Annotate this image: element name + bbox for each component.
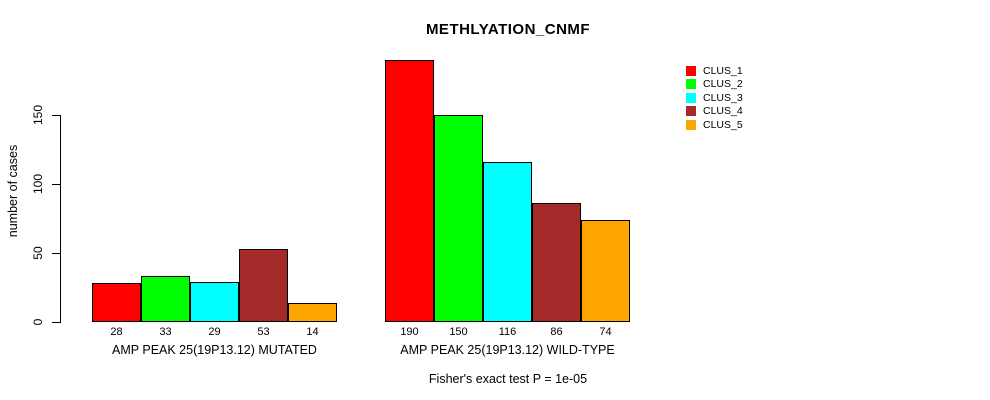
- y-axis-label: number of cases: [6, 144, 20, 238]
- y-tick-label: 100: [31, 173, 45, 195]
- y-tick-label: 0: [31, 318, 45, 326]
- bar-clus_1-group2: [385, 59, 434, 322]
- bar-value-label: 150: [449, 326, 468, 338]
- legend-label: CLUS_2: [703, 78, 743, 91]
- y-tick-mark: [52, 115, 61, 116]
- annotation-text: Fisher's exact test P = 1e-05: [428, 372, 588, 386]
- bar-clus_4-group1: [239, 248, 288, 322]
- legend-swatch-clus_4: [686, 106, 696, 117]
- legend-label: CLUS_5: [703, 118, 743, 131]
- legend: CLUS_1 CLUS_2 CLUS_3 CLUS_4 CLUS_5: [686, 64, 743, 132]
- group-label: AMP PEAK 25(19P13.12) MUTATED: [112, 343, 317, 357]
- y-tick-mark: [52, 253, 61, 254]
- bar-clus_3-group1: [190, 281, 239, 322]
- y-axis-line: [60, 115, 61, 323]
- bar-value-label: 86: [550, 326, 563, 338]
- group-label: AMP PEAK 25(19P13.12) WILD-TYPE: [400, 343, 615, 357]
- legend-label: CLUS_4: [703, 105, 743, 118]
- bar-value-label: 53: [257, 326, 270, 338]
- bar-clus_5-group1: [288, 302, 337, 322]
- legend-swatch-clus_1: [686, 65, 696, 76]
- chart-title: METHLYATION_CNMF: [425, 21, 591, 38]
- bar-value-label: 116: [498, 326, 517, 338]
- legend-label: CLUS_1: [703, 64, 743, 77]
- y-tick-mark: [52, 184, 61, 185]
- bar-clus_2-group2: [434, 115, 483, 322]
- bar-value-label: 74: [599, 326, 612, 338]
- legend-item-clus_2: CLUS_2: [686, 78, 743, 92]
- bar-clus_4-group2: [532, 203, 581, 322]
- bar-value-label: 29: [208, 326, 221, 338]
- bar-value-label: 14: [306, 326, 319, 338]
- legend-item-clus_3: CLUS_3: [686, 91, 743, 105]
- bar-clus_1-group1: [92, 283, 141, 322]
- bar-value-label: 33: [159, 326, 172, 338]
- legend-item-clus_5: CLUS_5: [686, 118, 743, 132]
- legend-swatch-clus_3: [686, 92, 696, 103]
- bar-value-label: 190: [400, 326, 419, 338]
- y-tick-label: 50: [31, 246, 45, 260]
- bar-clus_3-group2: [483, 161, 532, 322]
- legend-item-clus_4: CLUS_4: [686, 105, 743, 119]
- bar-clus_5-group2: [581, 219, 630, 322]
- bar-clus_2-group1: [141, 276, 190, 322]
- y-tick-mark: [52, 322, 61, 323]
- legend-label: CLUS_3: [703, 91, 743, 104]
- legend-item-clus_1: CLUS_1: [686, 64, 743, 78]
- bar-value-label: 28: [110, 326, 123, 338]
- y-tick-label: 150: [31, 104, 45, 126]
- legend-swatch-clus_2: [686, 79, 696, 90]
- legend-swatch-clus_5: [686, 119, 696, 130]
